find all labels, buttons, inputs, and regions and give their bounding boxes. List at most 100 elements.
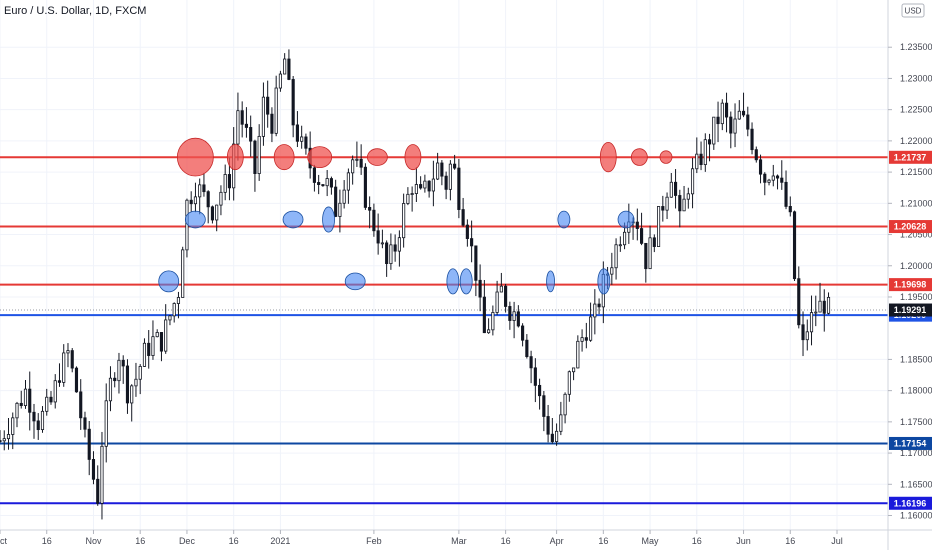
x-tick-label: Feb [366, 536, 382, 546]
candle-down [295, 124, 299, 142]
candle-down [113, 377, 117, 382]
price-label-box [889, 278, 932, 292]
candle-down [359, 158, 363, 168]
candle-down [427, 180, 431, 192]
candle-down [266, 96, 270, 115]
x-tick-label: Jun [736, 536, 751, 546]
resistance-marker [366, 148, 388, 166]
candle-down [746, 114, 750, 130]
candle-down [87, 428, 91, 460]
candle-down [461, 209, 465, 226]
candle-down [19, 402, 23, 406]
candle-up [610, 267, 614, 275]
candle-up [215, 204, 219, 221]
candle-up [261, 96, 265, 137]
candle-up [176, 297, 181, 304]
candle-down [678, 195, 682, 212]
y-tick-label: 1.20500 [900, 230, 932, 240]
candle-down [482, 296, 486, 334]
candle-down [635, 221, 639, 229]
candle-down [470, 238, 474, 247]
candle-up [138, 366, 142, 380]
candle-up [278, 73, 282, 89]
candle-down [763, 173, 767, 183]
candle-up [66, 350, 70, 354]
resistance-marker [404, 144, 422, 171]
candle-down [504, 285, 508, 307]
candle-up [380, 242, 384, 245]
candle-up [338, 202, 342, 217]
candle-up [826, 296, 831, 314]
candle-up [325, 178, 329, 187]
candle-down [244, 123, 248, 128]
candle-up [198, 184, 202, 198]
candle-up [406, 193, 410, 204]
y-tick-label: 1.23500 [900, 42, 932, 52]
candle-up [448, 163, 452, 190]
candle-up [623, 231, 627, 246]
candles [0, 49, 831, 520]
candle-down [754, 149, 758, 161]
candle-up [767, 179, 771, 183]
candle-up [117, 359, 121, 382]
candle-up [487, 329, 491, 334]
candle-down [91, 459, 96, 480]
candle-up [134, 378, 138, 387]
candle-up [809, 312, 814, 333]
candle-up [410, 193, 414, 195]
candle-up [559, 414, 563, 432]
candle-down [822, 300, 826, 314]
candle-down [699, 153, 703, 165]
candle-down [83, 417, 87, 430]
y-tick-label: 1.18500 [900, 354, 932, 364]
candle-up [142, 342, 147, 367]
candle-down [125, 365, 130, 404]
candle-up [223, 174, 227, 193]
candle-down [96, 478, 100, 504]
y-tick-label: 1.18000 [900, 386, 932, 396]
candle-up [236, 110, 240, 145]
support-marker [184, 210, 206, 229]
candle-down [74, 367, 79, 393]
candle-up [168, 315, 172, 321]
candle-down [640, 228, 644, 244]
x-tick-label: Jul [831, 536, 843, 546]
candle-down [792, 211, 797, 280]
candle-down [419, 184, 423, 189]
candle-up [690, 168, 695, 195]
candle-up [572, 367, 576, 373]
candle-down [249, 127, 253, 142]
y-tick-label: 1.23000 [900, 73, 932, 83]
candle-down [716, 116, 720, 125]
candle-down [758, 159, 763, 175]
candle-up [300, 136, 304, 142]
y-tick-label: 1.17500 [900, 417, 932, 427]
candle-up [495, 291, 499, 313]
candle-up [593, 303, 597, 318]
support-marker [459, 268, 473, 295]
x-tick-label: 2021 [270, 536, 290, 546]
x-tick-label: 16 [785, 536, 795, 546]
resistance-marker [659, 150, 673, 164]
candle-down [801, 324, 805, 341]
candle-up [733, 118, 737, 134]
candle-down [291, 79, 295, 126]
time-axis[interactable]: Oct 16 Nov 16 Dec 16 2021 Feb Mar 16 Apr 16 May 16 Jun… [0, 530, 843, 546]
price-axis[interactable]: 1.23500 1.23000 1.22500 1.22000 1.21500 1.210… [888, 42, 932, 521]
candle-down [444, 175, 448, 190]
y-tick-label: 1.16000 [900, 511, 932, 521]
resistance-marker [630, 148, 648, 166]
y-tick-label: 1.16500 [900, 479, 932, 489]
candle-down [79, 391, 83, 419]
x-tick-label: Dec [179, 536, 196, 546]
candle-up [355, 158, 359, 161]
candle-up [130, 385, 134, 404]
candle-up [53, 380, 57, 403]
currency-badge[interactable] [901, 3, 925, 18]
resistance-marker [226, 144, 244, 171]
resistance-marker [599, 142, 617, 173]
price-label-box [889, 436, 932, 450]
price-label-text: 1.19291 [894, 305, 927, 315]
candle-down [36, 420, 40, 431]
